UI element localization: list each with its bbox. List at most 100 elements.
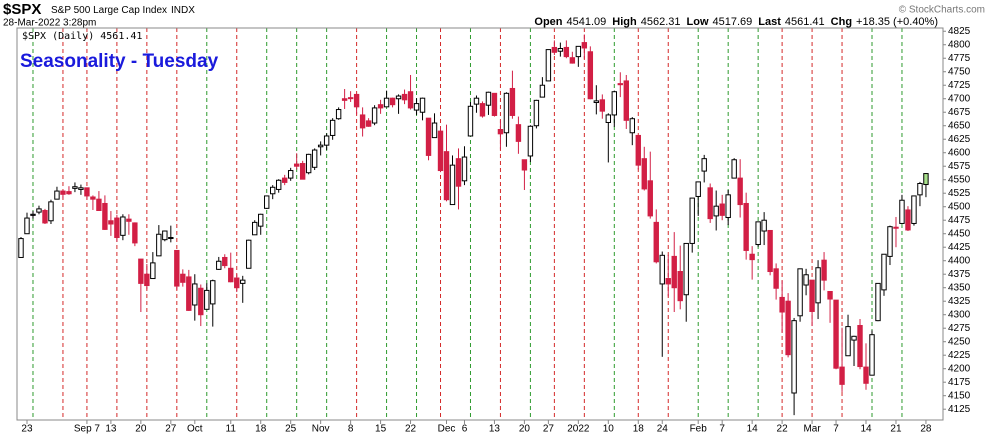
y-tick-label: 4150 bbox=[948, 390, 971, 401]
quote-value: 4541.09 bbox=[567, 16, 607, 28]
date: 28-Mar-2022 3:28pm bbox=[3, 18, 96, 29]
x-tick-label: 27 bbox=[543, 424, 555, 435]
candle-body bbox=[54, 190, 60, 200]
x-tick-label: 22 bbox=[405, 424, 417, 435]
candle-body bbox=[689, 197, 695, 244]
x-tick-label: 27 bbox=[165, 424, 177, 435]
y-tick-label: 4725 bbox=[948, 80, 971, 91]
x-tick-label: 21 bbox=[890, 424, 902, 435]
plot bbox=[18, 28, 929, 420]
candle-body bbox=[779, 296, 785, 313]
x-tick-label: Nov bbox=[312, 424, 330, 435]
candle-body bbox=[114, 217, 120, 238]
x-tick-label: 20 bbox=[519, 424, 531, 435]
candle-body bbox=[749, 253, 755, 261]
y-tick-label: 4250 bbox=[948, 336, 971, 347]
chart-title: Seasonality - Tuesday bbox=[20, 51, 219, 72]
candle-body bbox=[437, 130, 444, 172]
candle-body bbox=[809, 279, 815, 312]
candle-body bbox=[557, 48, 564, 52]
candle-body bbox=[785, 300, 791, 356]
y-tick-label: 4750 bbox=[948, 66, 971, 77]
candle-body bbox=[623, 80, 629, 121]
candle-body bbox=[851, 335, 857, 341]
candle-body bbox=[270, 186, 276, 195]
x-tick-label: 20 bbox=[135, 424, 147, 435]
quote-value: 4561.41 bbox=[785, 16, 825, 28]
candle-body bbox=[575, 45, 582, 58]
candle-body bbox=[371, 107, 378, 124]
candle-body bbox=[683, 242, 689, 296]
y-tick-label: 4175 bbox=[948, 377, 971, 388]
candle-body bbox=[401, 93, 408, 101]
y-tick-label: 4800 bbox=[948, 39, 971, 50]
candle-body bbox=[258, 213, 264, 227]
candle-body bbox=[797, 268, 803, 317]
candle-body bbox=[198, 287, 204, 316]
candle-body bbox=[743, 202, 749, 251]
candle-body bbox=[126, 218, 132, 222]
candle-body bbox=[905, 209, 911, 231]
x-tick-label: 23 bbox=[21, 424, 33, 435]
candle-body bbox=[174, 249, 180, 287]
x-tick-label: 24 bbox=[657, 424, 669, 435]
candle-body bbox=[773, 268, 779, 289]
candle-body bbox=[347, 97, 354, 100]
candle-body bbox=[42, 210, 48, 224]
candle-body bbox=[168, 236, 174, 239]
candle-body bbox=[881, 253, 887, 291]
candle-body bbox=[581, 42, 588, 49]
candle-body bbox=[84, 187, 90, 197]
candle-body bbox=[497, 129, 504, 135]
candle-body bbox=[353, 93, 360, 108]
candle-body bbox=[617, 83, 623, 86]
candle-body bbox=[144, 273, 150, 287]
quote-value: +18.35 (+0.40%) bbox=[856, 16, 938, 28]
x-tick-label: 14 bbox=[860, 424, 872, 435]
source: © StockCharts.com bbox=[899, 5, 985, 16]
x-tick-label: 7 bbox=[833, 424, 839, 435]
candle-body bbox=[701, 158, 707, 172]
candle-body bbox=[485, 91, 492, 106]
candle-body bbox=[629, 118, 635, 134]
candle-body bbox=[503, 92, 510, 134]
candle-body bbox=[653, 221, 659, 263]
x-tick-label: 10 bbox=[603, 424, 615, 435]
candle-body bbox=[389, 97, 396, 106]
x-tick-label: 18 bbox=[255, 424, 267, 435]
quote-value: 4562.31 bbox=[641, 16, 681, 28]
candle-body bbox=[695, 181, 701, 197]
candle-body bbox=[539, 84, 546, 98]
candle-body bbox=[461, 156, 468, 182]
candle-body bbox=[24, 217, 30, 235]
candle-body bbox=[899, 199, 905, 224]
candle-body bbox=[293, 163, 300, 167]
plot-border bbox=[16, 27, 944, 421]
candle-body bbox=[719, 203, 725, 216]
x-tick-label: 2022 bbox=[567, 424, 590, 435]
quote-label: Last bbox=[758, 16, 781, 28]
candle-body bbox=[737, 177, 743, 206]
y-tick-label: 4700 bbox=[948, 93, 971, 104]
candle-body bbox=[869, 334, 875, 376]
candle-body bbox=[305, 153, 312, 174]
description-text: S&P 500 Large Cap Index bbox=[51, 5, 167, 16]
description: S&P 500 Large Cap Index INDX bbox=[51, 5, 195, 16]
candle-body bbox=[120, 216, 126, 236]
quote-label: Open bbox=[534, 16, 562, 28]
x-tick-label: 25 bbox=[285, 424, 297, 435]
candle-body bbox=[731, 159, 737, 179]
candle-body bbox=[240, 279, 246, 284]
candle-body bbox=[66, 191, 72, 195]
candle-body bbox=[30, 213, 36, 216]
candle-body bbox=[102, 202, 108, 230]
candle-body bbox=[887, 226, 893, 257]
x-tick-label: 14 bbox=[747, 424, 759, 435]
candle-body bbox=[641, 158, 647, 190]
quote-value: 4517.69 bbox=[713, 16, 753, 28]
legend: $SPX (Daily) 4561.41 bbox=[22, 31, 142, 42]
candle-body bbox=[311, 149, 318, 168]
candle-body bbox=[443, 151, 450, 201]
candle-body bbox=[72, 186, 78, 189]
candle-body bbox=[569, 57, 576, 64]
